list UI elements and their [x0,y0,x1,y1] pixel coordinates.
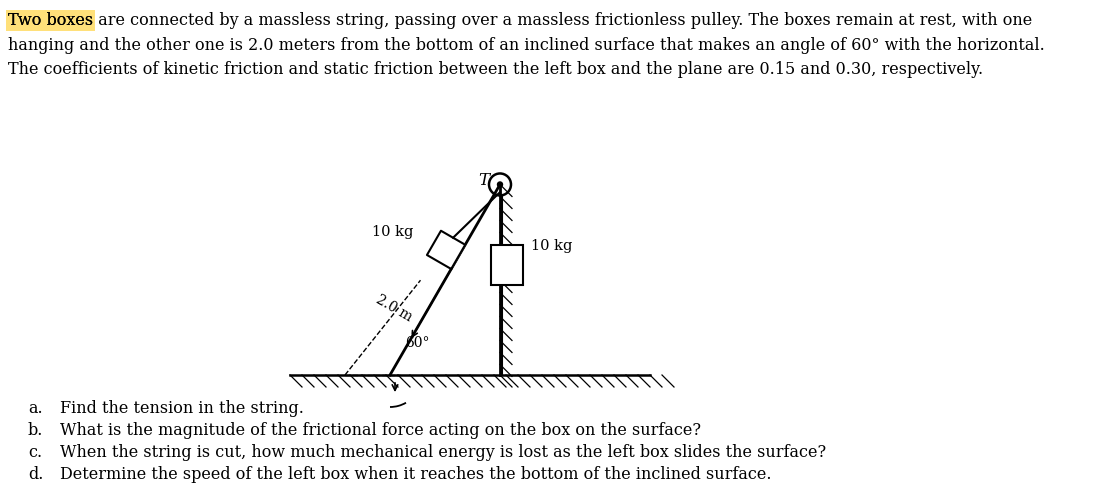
Text: b.: b. [28,422,43,439]
Text: 10 kg: 10 kg [531,240,573,253]
Text: a.: a. [28,400,43,417]
Text: 10 kg: 10 kg [372,225,414,239]
Text: hanging and the other one is 2.0 meters from the bottom of an inclined surface t: hanging and the other one is 2.0 meters … [8,37,1045,54]
Text: Two boxes: Two boxes [8,12,93,29]
Text: Determine the speed of the left box when it reaches the bottom of the inclined s: Determine the speed of the left box when… [60,466,772,483]
Text: 2.0 m: 2.0 m [374,292,415,324]
Text: T: T [478,172,489,189]
Text: The coefficients of kinetic friction and static friction between the left box an: The coefficients of kinetic friction and… [8,61,983,78]
Polygon shape [427,231,466,269]
Text: d.: d. [28,466,43,483]
Text: 60°: 60° [405,336,429,350]
Text: Two boxes are connected by a massless string, passing over a massless frictionle: Two boxes are connected by a massless st… [8,12,1032,29]
Text: What is the magnitude of the frictional force acting on the box on the surface?: What is the magnitude of the frictional … [60,422,701,439]
Text: Find the tension in the string.: Find the tension in the string. [60,400,304,417]
Text: c.: c. [28,444,42,461]
Bar [491,246,523,285]
Text: When the string is cut, how much mechanical energy is lost as the left box slide: When the string is cut, how much mechani… [60,444,826,461]
Circle shape [498,182,502,187]
